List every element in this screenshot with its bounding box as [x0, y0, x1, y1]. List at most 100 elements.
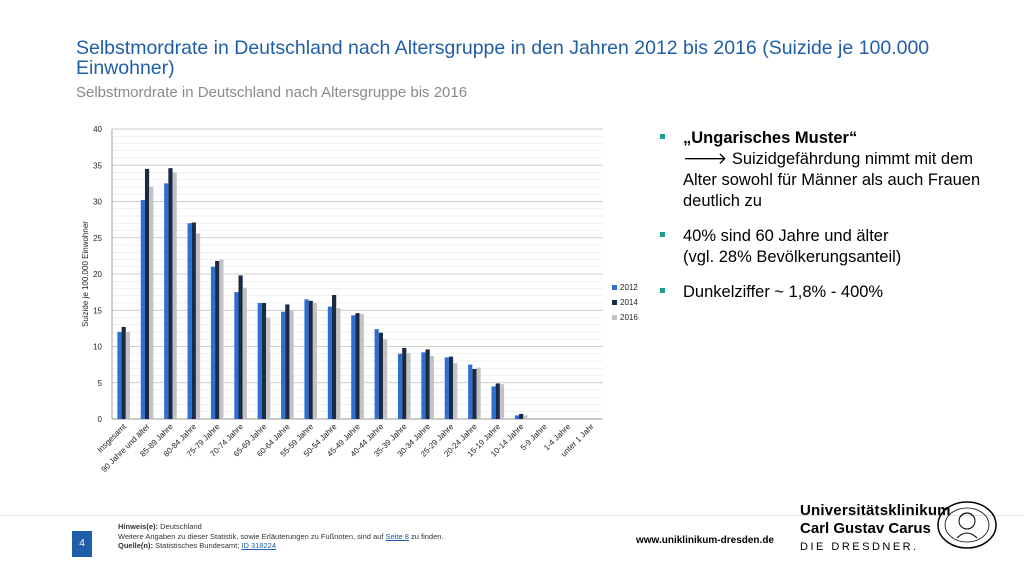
bar-2016	[453, 363, 458, 419]
bullet-text: (vgl. 28% Bevölkerungsanteil)	[683, 248, 902, 266]
bar-2014	[168, 168, 173, 419]
legend-label: 2012	[620, 283, 638, 292]
bar-2014	[378, 332, 383, 419]
bullet-marker-icon	[660, 134, 665, 139]
slide-title: Selbstmordrate in Deutschland nach Alter…	[76, 37, 930, 79]
bullet-text: 🡒 Suizidgefährdung nimmt mit dem Alter s…	[683, 150, 981, 210]
bar-2012	[210, 266, 216, 419]
legend-label: 2014	[620, 298, 638, 307]
bullet-list: „Ungarisches Muster“ 🡒 Suizidgefährdung …	[660, 128, 990, 317]
y-tick-label: 10	[93, 343, 102, 352]
y-tick-label: 5	[98, 379, 103, 388]
logo-line1: Universitätsklinikum	[800, 502, 951, 519]
bar-2012	[304, 299, 309, 419]
bar-2016	[125, 332, 130, 419]
y-tick-label: 25	[93, 234, 102, 243]
bar-2016	[172, 172, 177, 419]
bullet-item: 40% sind 60 Jahre und älter (vgl. 28% Be…	[660, 226, 990, 268]
carus-seal-icon	[937, 501, 997, 549]
bar-2012	[351, 315, 356, 419]
bar-2012	[397, 353, 403, 419]
page-number: 4	[72, 531, 92, 557]
bar-2016	[382, 339, 388, 419]
bar-2014	[472, 368, 477, 419]
legend-swatch-2014	[612, 300, 617, 305]
bar-2014	[332, 295, 337, 419]
bar-2014	[425, 349, 430, 419]
bullet-heading: Dunkelziffer ~ 1,8% - 400%	[683, 283, 884, 301]
bar-2016	[242, 287, 247, 419]
bar-2012	[257, 303, 262, 419]
footnotes: Hinweis(e): Deutschland Weitere Angaben …	[118, 522, 444, 551]
bullet-heading: „Ungarisches Muster“	[683, 129, 858, 147]
y-tick-label: 30	[93, 198, 102, 207]
y-tick-label: 35	[93, 161, 102, 170]
bar-2016	[219, 259, 224, 419]
bar-2012	[444, 357, 449, 419]
y-axis-title: Suizide je 100.000 Einwohner	[81, 221, 90, 327]
bar-2012	[234, 292, 239, 419]
source-id-link[interactable]: ID 318224	[241, 541, 277, 550]
hint-label: Hinweis(e):	[118, 522, 159, 531]
bar-2014	[238, 275, 243, 419]
bar-2014	[355, 313, 360, 419]
more-suffix: zu finden.	[410, 531, 444, 541]
bar-2012	[468, 364, 473, 419]
bar-2014	[402, 347, 407, 419]
hint-text: Deutschland	[160, 522, 202, 531]
bar-2012	[281, 311, 286, 419]
university-logo: Universitätsklinikum Carl Gustav Carus D…	[800, 502, 951, 553]
y-tick-label: 40	[93, 125, 102, 134]
bullet-item: Dunkelziffer ~ 1,8% - 400%	[660, 282, 990, 303]
bullet-marker-icon	[660, 232, 665, 237]
bullet-marker-icon	[660, 288, 665, 293]
source-label: Quelle(n):	[118, 541, 153, 550]
bar-2014	[121, 326, 126, 419]
bar-2016	[523, 415, 528, 419]
bar-2016	[406, 353, 411, 419]
bar-2012	[491, 386, 496, 419]
bar-2016	[266, 317, 271, 419]
bar-2012	[117, 332, 122, 419]
bar-2012	[164, 183, 169, 419]
bar-2014	[495, 383, 500, 419]
bullet-heading: 40% sind 60 Jahre und älter	[683, 227, 889, 245]
legend-swatch-2016	[612, 315, 617, 320]
bar-2016	[312, 303, 318, 419]
bar-2016	[476, 367, 481, 419]
bar-2014	[261, 303, 267, 419]
y-tick-label: 0	[98, 415, 103, 424]
footer-divider	[0, 515, 1024, 516]
legend-swatch-2012	[612, 285, 617, 290]
website-url[interactable]: www.uniklinikum-dresden.de	[636, 535, 774, 546]
bar-2016	[149, 187, 154, 419]
logo-line3: DIE DRESDNER.	[800, 541, 919, 553]
source-text: Statistisches Bundesamt;	[155, 541, 240, 550]
more-text: Weitere Angaben zu dieser Statistik, sow…	[118, 531, 384, 541]
bar-2014	[144, 168, 150, 419]
bar-2012	[187, 223, 192, 419]
bar-2016	[499, 384, 505, 419]
page-link[interactable]: Seite 8	[385, 531, 409, 541]
bar-2012	[514, 415, 520, 419]
y-tick-label: 20	[93, 270, 102, 279]
bar-2012	[374, 329, 379, 419]
bar-2014	[215, 260, 220, 419]
bar-2012	[140, 200, 145, 419]
slide-subtitle: Selbstmordrate in Deutschland nach Alter…	[76, 84, 468, 101]
bar-2012	[327, 306, 333, 419]
bar-2016	[289, 310, 294, 419]
bar-2014	[285, 304, 290, 419]
y-tick-label: 15	[93, 306, 102, 315]
bar-2016	[195, 233, 201, 419]
bar-2012	[421, 352, 426, 419]
bullet-item: „Ungarisches Muster“ 🡒 Suizidgefährdung …	[660, 128, 990, 212]
bar-2014	[519, 413, 524, 419]
bar-2014	[448, 356, 454, 419]
bar-2016	[336, 308, 341, 419]
bar-2014	[308, 300, 313, 419]
bar-2016	[359, 313, 364, 419]
bar-2016	[429, 355, 434, 419]
legend-label: 2016	[620, 313, 638, 322]
